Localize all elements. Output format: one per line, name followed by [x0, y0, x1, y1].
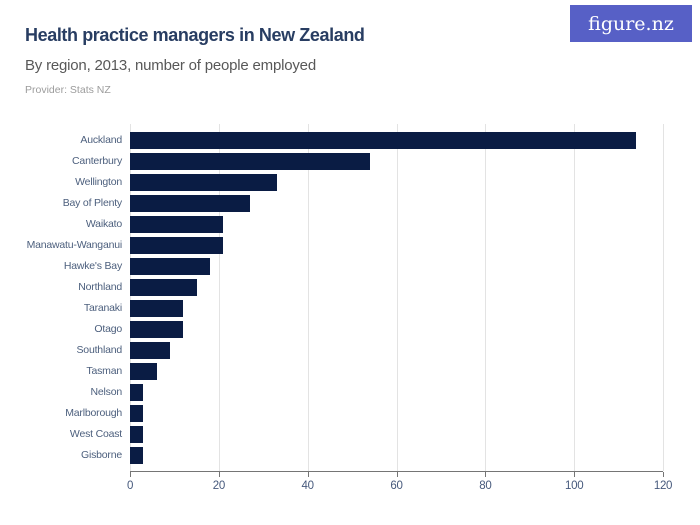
gridline-80 [485, 124, 487, 471]
page-subtitle: By region, 2013, number of people employ… [25, 57, 316, 74]
bar-track [130, 256, 663, 277]
provider-credit: Provider: Stats NZ [25, 84, 111, 96]
bar-row: Hawke's Bay [0, 256, 700, 277]
axis-tick-label-20: 20 [212, 480, 226, 492]
bar [130, 426, 144, 443]
category-label: Canterbury [72, 155, 122, 167]
bar-rows: Auckland Canterbury Wellington Bay of Plent… [0, 130, 700, 466]
category-label: Northland [78, 281, 122, 293]
bar-row: Marlborough [0, 403, 700, 424]
bar-track [130, 382, 663, 403]
axis-tick-80 [485, 472, 487, 477]
axis-tick-60 [396, 472, 398, 477]
category-label: Tasman [86, 365, 122, 377]
bar [130, 447, 144, 464]
category-label: Auckland [80, 134, 122, 146]
bar-track [130, 193, 663, 214]
axis-tick-20 [218, 472, 220, 477]
bar [130, 300, 184, 317]
bar-track [130, 361, 663, 382]
gridline-0 [130, 124, 131, 471]
bar-row: Waikato [0, 214, 700, 235]
category-label: Wellington [75, 176, 122, 188]
axis-tick-0 [130, 472, 131, 477]
bar [130, 405, 144, 422]
category-label: Taranaki [83, 302, 122, 314]
category-label: Otago [94, 323, 122, 335]
bar [130, 363, 157, 380]
bar-track [130, 319, 663, 340]
axis-tick-label-0: 0 [126, 480, 134, 492]
bar-track [130, 424, 663, 445]
bar-track [130, 235, 663, 256]
bar [130, 153, 370, 170]
bar [130, 342, 170, 359]
bar-row: Bay of Plenty [0, 193, 700, 214]
bar [130, 132, 637, 149]
gridline-100 [574, 124, 576, 471]
bar [130, 384, 144, 401]
axis-tick-label-80: 80 [479, 480, 492, 492]
bar-row: Southland [0, 340, 700, 361]
bar-row: Otago [0, 319, 700, 340]
bar-chart: 0 20 40 60 80 100 120 Auckland Canterbury Wellin… [0, 124, 700, 504]
gridline-40 [307, 124, 309, 471]
axis-tick-label-60: 60 [390, 480, 403, 492]
page-title: Health practice managers in New Zealand [25, 25, 365, 45]
bar-row: Nelson [0, 382, 700, 403]
category-label: West Coast [69, 428, 122, 440]
bar [130, 216, 224, 233]
bar [130, 195, 250, 212]
bar-track [130, 172, 663, 193]
bar [130, 237, 224, 254]
category-label: Marlborough [65, 407, 122, 419]
bar-track [130, 277, 663, 298]
bar-track [130, 298, 663, 319]
bar-track [130, 403, 663, 424]
bar-row: Tasman [0, 361, 700, 382]
bar [130, 174, 277, 191]
category-label: Gisborne [80, 449, 122, 461]
bar-track [130, 130, 663, 151]
axis-tick-40 [307, 472, 309, 477]
bar [130, 279, 197, 296]
bar-track [130, 151, 663, 172]
category-label: Waikato [85, 218, 122, 230]
category-label: Hawke's Bay [63, 260, 122, 272]
bar-row: Auckland [0, 130, 700, 151]
gridline-20 [218, 124, 220, 471]
axis-tick-120 [663, 472, 664, 477]
axis-tick-100 [574, 472, 576, 477]
axis-tick-label-120: 120 [653, 480, 673, 492]
bar-row: Taranaki [0, 298, 700, 319]
gridline-60 [396, 124, 398, 471]
bar-row: Gisborne [0, 445, 700, 466]
gridline-120 [663, 124, 664, 471]
figure-nz-logo-text: figure.nz [588, 12, 674, 35]
category-label: Bay of Plenty [62, 197, 122, 209]
category-label: Southland [76, 344, 123, 356]
bar-row: Wellington [0, 172, 700, 193]
bar-row: Canterbury [0, 151, 700, 172]
bar-row: West Coast [0, 424, 700, 445]
bar [130, 258, 210, 275]
bar [130, 321, 184, 338]
axis-tick-label-100: 100 [565, 480, 584, 492]
axis-tick-label-40: 40 [301, 480, 315, 492]
bar-row: Manawatu-Wanganui [0, 235, 700, 256]
figure-nz-logo[interactable]: figure.nz [570, 5, 692, 42]
bar-track [130, 214, 663, 235]
bar-row: Northland [0, 277, 700, 298]
bar-track [130, 340, 663, 361]
category-label: Nelson [90, 386, 123, 398]
bar-track [130, 445, 663, 466]
plot-area: 0 20 40 60 80 100 120 [127, 124, 672, 492]
category-label: Manawatu-Wanganui [26, 239, 123, 251]
